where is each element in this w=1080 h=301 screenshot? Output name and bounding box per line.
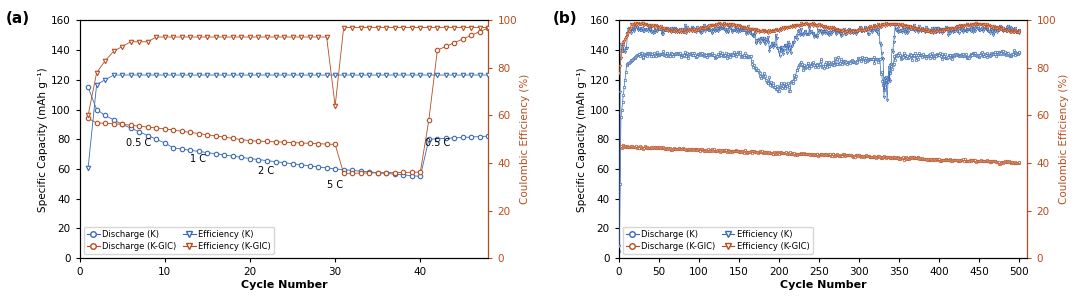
Y-axis label: Specific Capacity (mAh g⁻¹): Specific Capacity (mAh g⁻¹) bbox=[577, 67, 588, 212]
Text: (a): (a) bbox=[6, 11, 30, 26]
Text: 0.5 C: 0.5 C bbox=[424, 138, 450, 148]
Y-axis label: Specific Capacity (mAh g⁻¹): Specific Capacity (mAh g⁻¹) bbox=[38, 67, 48, 212]
Y-axis label: Coulombic Efficiency (%): Coulombic Efficiency (%) bbox=[1058, 74, 1069, 204]
Text: 1 C: 1 C bbox=[190, 154, 206, 164]
Legend: Discharge (K), Discharge (K-GIC), Efficiency (K), Efficiency (K-GIC): Discharge (K), Discharge (K-GIC), Effici… bbox=[84, 227, 274, 254]
Y-axis label: Coulombic Efficiency (%): Coulombic Efficiency (%) bbox=[519, 74, 530, 204]
Text: 5 C: 5 C bbox=[326, 180, 342, 190]
Text: 2 C: 2 C bbox=[258, 166, 274, 176]
Text: (b): (b) bbox=[553, 11, 578, 26]
Text: 0.5 C: 0.5 C bbox=[126, 138, 151, 148]
Legend: Discharge (K), Discharge (K-GIC), Efficiency (K), Efficiency (K-GIC): Discharge (K), Discharge (K-GIC), Effici… bbox=[623, 227, 813, 254]
X-axis label: Cycle Number: Cycle Number bbox=[780, 280, 866, 290]
X-axis label: Cycle Number: Cycle Number bbox=[241, 280, 327, 290]
